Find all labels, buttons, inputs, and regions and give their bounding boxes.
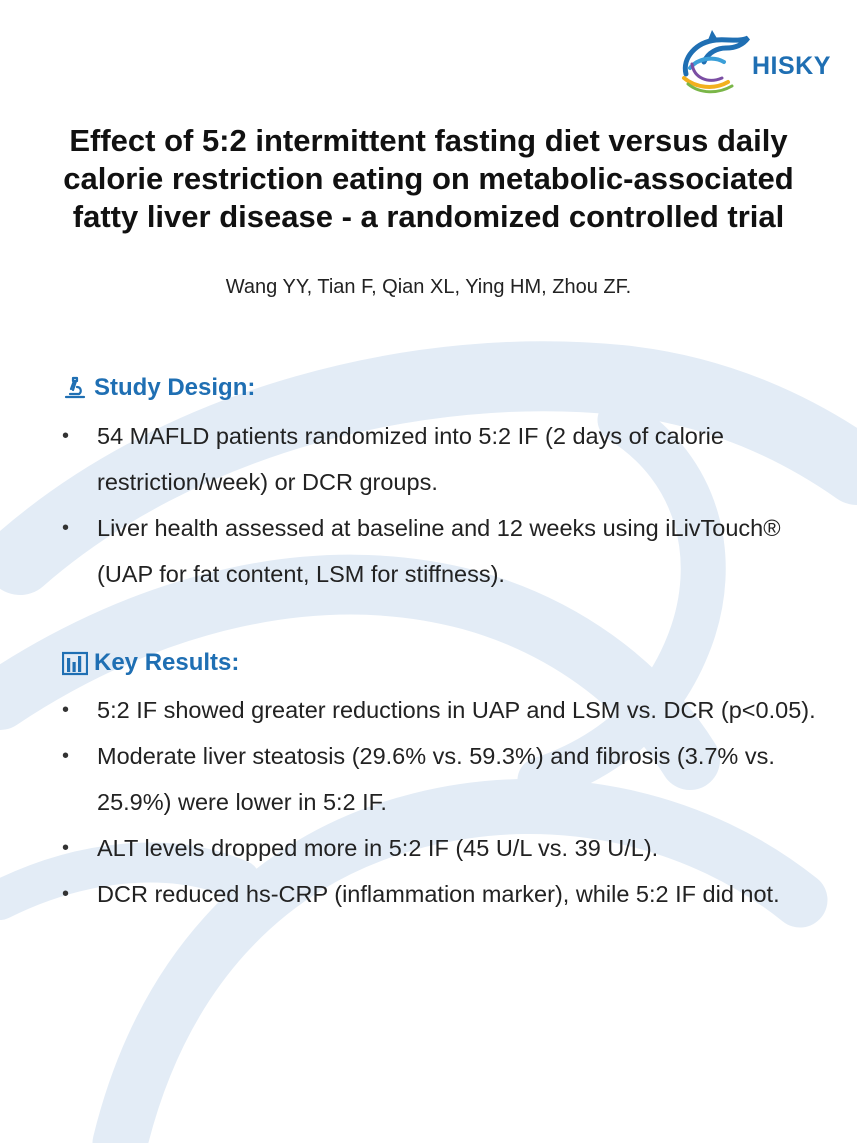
- dolphin-logo-icon: [682, 30, 750, 94]
- list-item-text: Moderate liver steatosis (29.6% vs. 59.3…: [97, 743, 775, 815]
- key-results-list: • 5:2 IF showed greater reductions in UAP…: [62, 687, 822, 917]
- logo-text: HISKY: [752, 52, 831, 80]
- list-item: • 5:2 IF showed greater reductions in UAP…: [62, 687, 822, 733]
- section-heading-label: Key Results:: [94, 649, 240, 676]
- section-heading-label: Study Design:: [94, 374, 256, 401]
- list-item-text: ALT levels dropped more in 5:2 IF (45 U/…: [97, 835, 659, 861]
- key-results-heading: Key Results:: [62, 649, 239, 677]
- list-item: • Liver health assessed at baseline and 1…: [62, 505, 822, 597]
- author-list: Wang YY, Tian F, Qian XL, Ying HM, Zhou …: [225, 276, 632, 298]
- microscope-icon: [62, 375, 88, 401]
- bullet-icon: •: [62, 837, 70, 859]
- list-item: • Moderate liver steatosis (29.6% vs. 59.…: [62, 733, 822, 825]
- list-item-text: 54 MAFLD patients randomized into 5:2 IF…: [97, 423, 724, 495]
- list-item: • 54 MAFLD patients randomized into 5:2 I…: [62, 413, 822, 505]
- bullet-icon: •: [62, 517, 70, 539]
- study-design-list: • 54 MAFLD patients randomized into 5:2 I…: [62, 413, 822, 597]
- page-title: Effect of 5:2 intermittent fasting diet …: [63, 123, 794, 234]
- bullet-icon: •: [62, 699, 70, 721]
- bar-chart-icon: [62, 650, 88, 676]
- list-item-text: 5:2 IF showed greater reductions in UAP …: [97, 697, 816, 723]
- study-design-heading: Study Design:: [62, 374, 255, 402]
- hisky-logo: HISKY: [678, 28, 833, 98]
- list-item-text: Liver health assessed at baseline and 12…: [97, 515, 781, 587]
- bullet-icon: •: [62, 745, 70, 767]
- list-item: • DCR reduced hs-CRP (inflammation marker…: [62, 871, 822, 917]
- bullet-icon: •: [62, 425, 70, 447]
- list-item-text: DCR reduced hs-CRP (inflammation marker)…: [97, 881, 780, 907]
- list-item: • ALT levels dropped more in 5:2 IF (45 U…: [62, 825, 822, 871]
- bullet-icon: •: [62, 883, 70, 905]
